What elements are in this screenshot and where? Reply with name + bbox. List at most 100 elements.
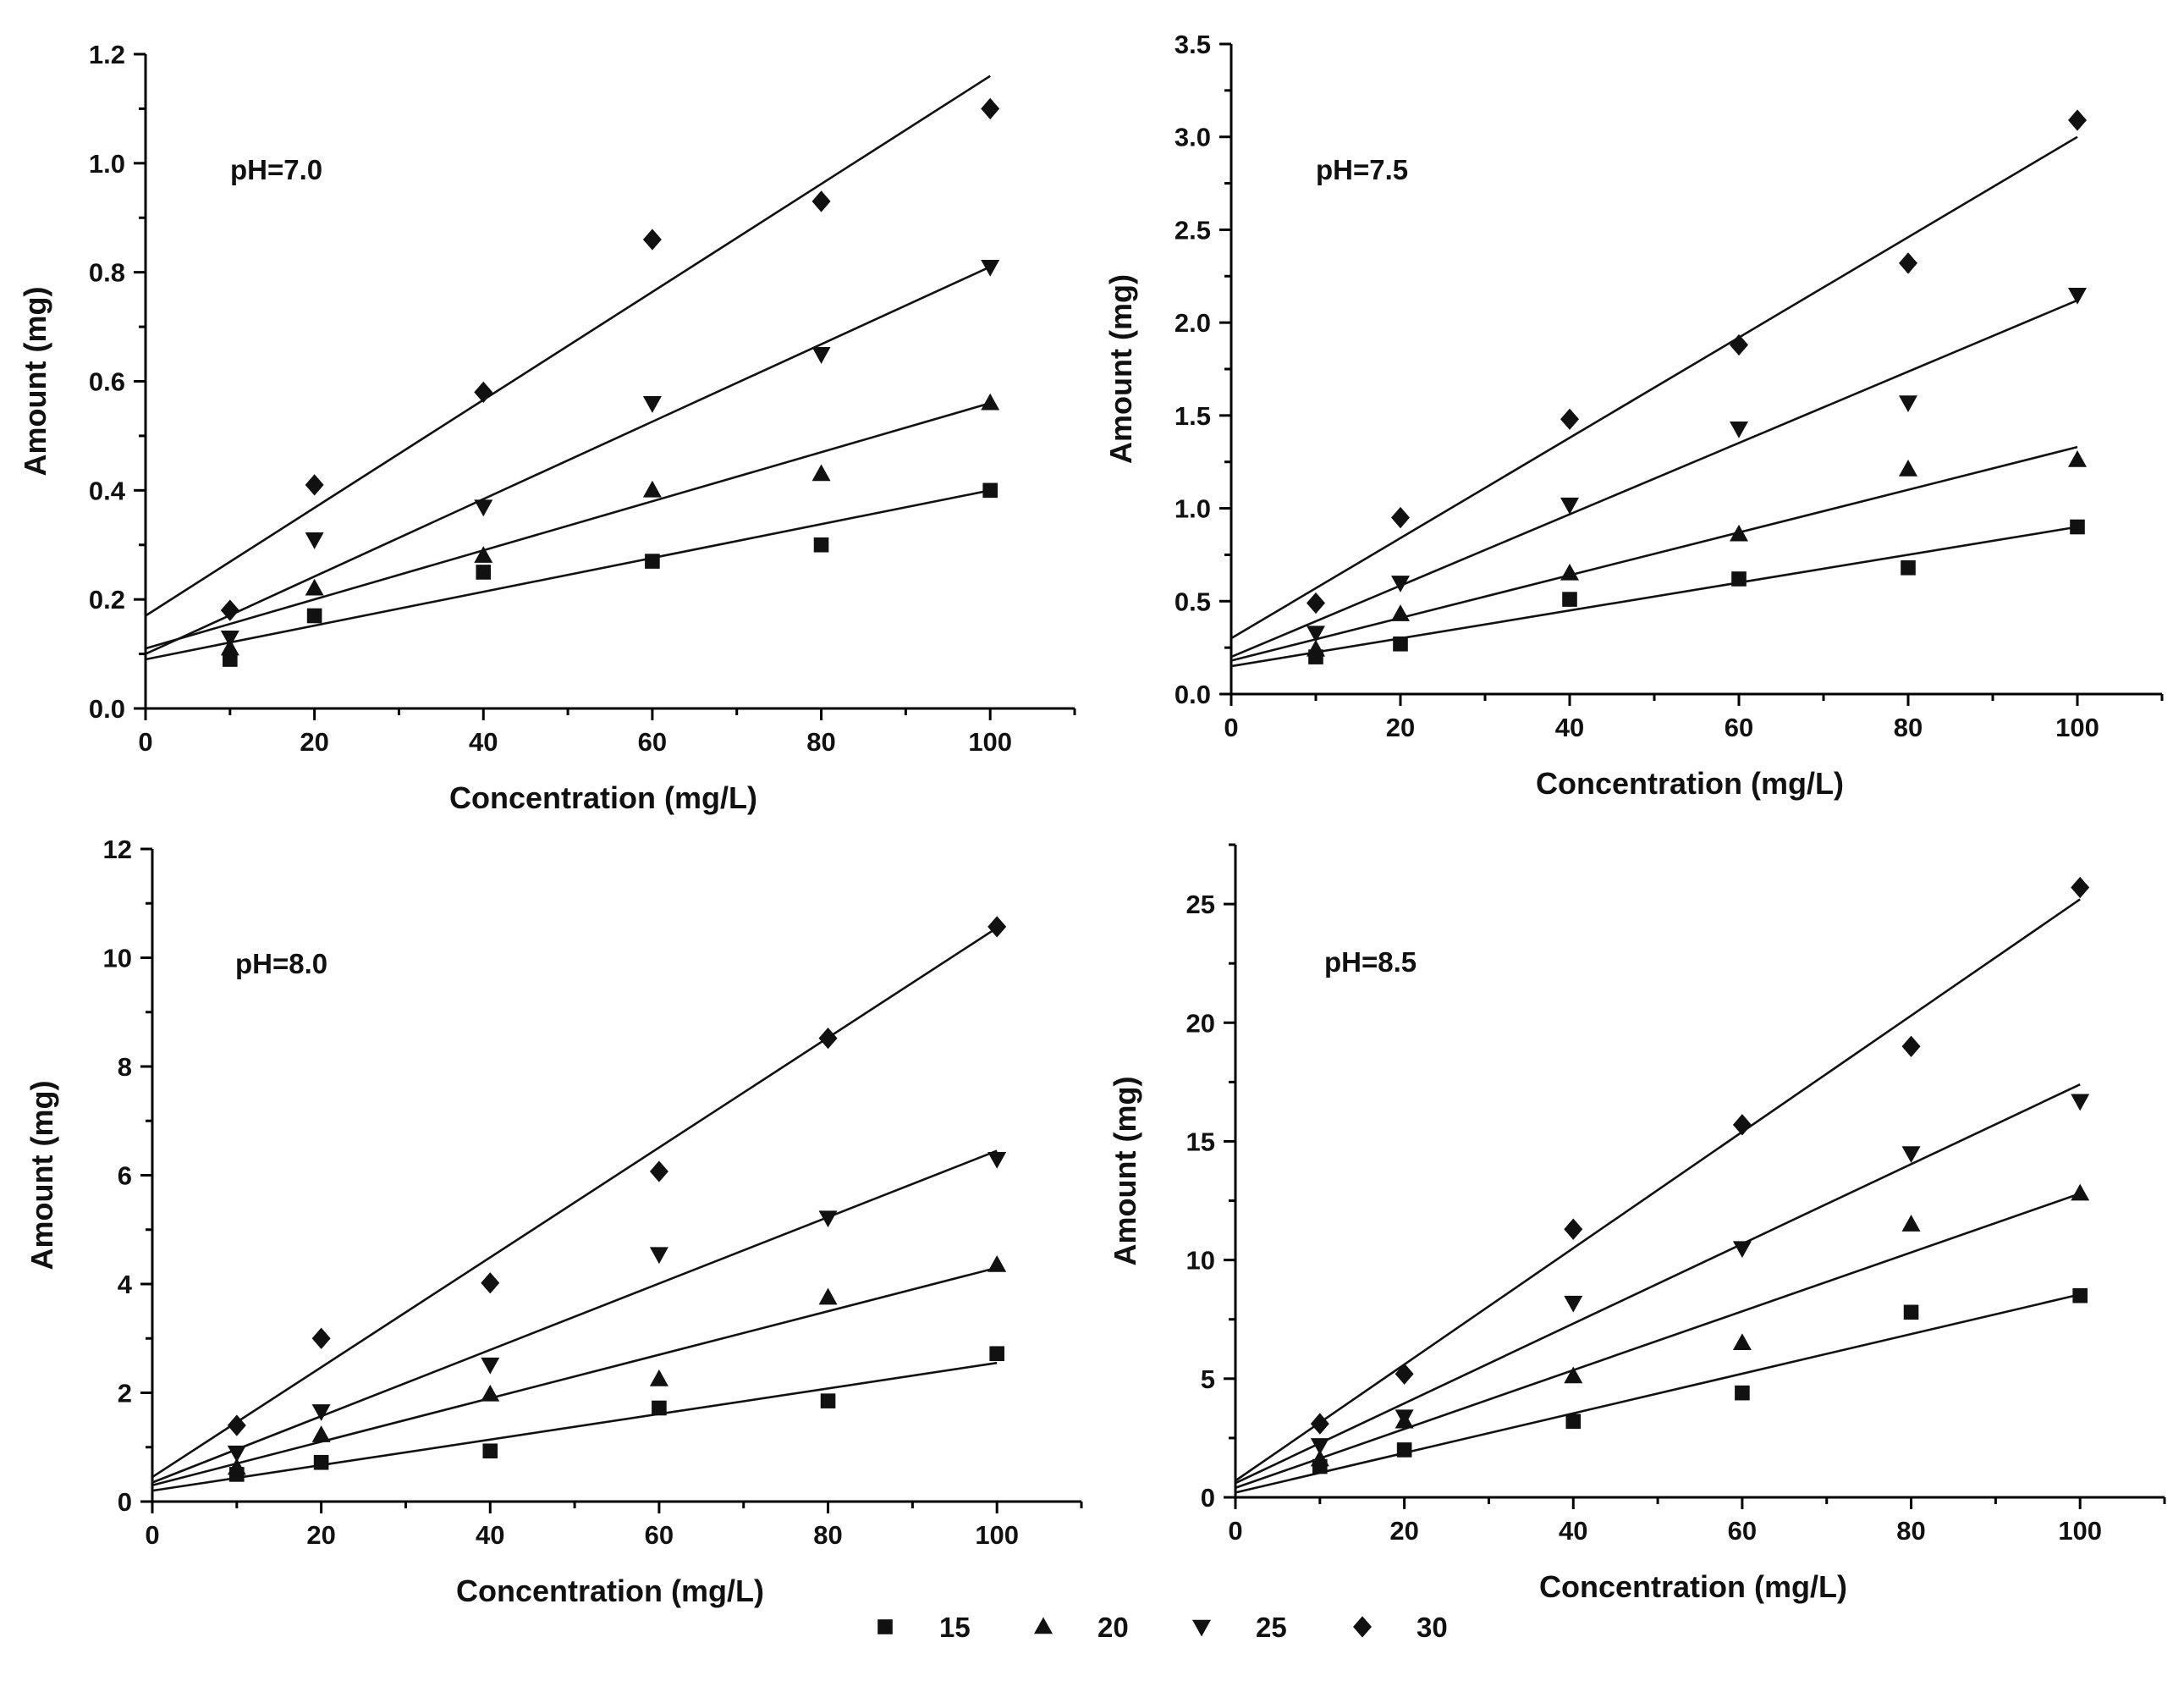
data-point-diamond <box>1730 333 1748 356</box>
y-tick-label: 0.2 <box>89 585 125 615</box>
chart-panel-ph-8-5: 0 20 40 60 80 100 0 5 10 15 20 25 Concentration (mg/… <box>1108 843 2166 1604</box>
data-point-triangle-down <box>2068 287 2087 305</box>
data-point-triangle-down <box>1395 1409 1414 1427</box>
fit-line-20 <box>145 402 991 650</box>
x-tick-label: 0 <box>1228 1516 1242 1546</box>
panel-label: pH=8.5 <box>1324 946 1417 978</box>
x-tick-label: 0 <box>1224 713 1238 742</box>
data-point-diamond <box>305 474 324 496</box>
data-point-square <box>2070 519 2085 535</box>
series-20 <box>1235 1183 2090 1490</box>
data-point-square <box>1396 1442 1412 1458</box>
legend-label: 25 <box>1256 1612 1287 1643</box>
data-point-diamond <box>1307 592 1325 615</box>
y-axis-title: Amount (mg) <box>18 287 52 477</box>
data-point-triangle-down <box>227 1445 246 1463</box>
legend-marker-square <box>877 1619 893 1634</box>
data-point-square <box>813 537 829 553</box>
x-tick-label: 60 <box>645 1520 674 1550</box>
y-tick-label: 10 <box>103 944 132 973</box>
data-point-square <box>482 1443 498 1459</box>
fit-line-20 <box>151 1266 998 1486</box>
y-tick-label: 4 <box>118 1270 133 1299</box>
series-20 <box>151 1254 1007 1486</box>
y-tick-label: 2.0 <box>1175 308 1211 338</box>
data-point-diamond <box>642 229 662 251</box>
data-point-triangle-up <box>2068 449 2087 467</box>
y-tick-label: 0 <box>118 1487 132 1517</box>
y-tick-label: 6 <box>118 1161 132 1191</box>
series-15 <box>1230 519 2085 668</box>
fit-line-15 <box>151 1361 998 1492</box>
data-point-diamond <box>1391 506 1410 529</box>
x-tick-label: 80 <box>1894 713 1923 742</box>
x-tick-label: 40 <box>1555 713 1584 742</box>
data-point-triangle-down <box>311 1404 331 1421</box>
fit-line-15 <box>1235 1293 2081 1494</box>
data-point-triangle-down <box>1310 1438 1329 1455</box>
data-point-triangle-up <box>1310 1449 1329 1467</box>
data-point-diamond <box>2071 876 2090 899</box>
chart-panel-ph-7-0: 0 20 40 60 80 100 0.0 0.2 0.4 0.6 0.8 1.0 1.2 Concent… <box>18 40 1076 815</box>
x-tick-label: 80 <box>813 1520 842 1550</box>
y-tick-label: 1.0 <box>89 149 125 179</box>
data-point-diamond <box>311 1327 331 1349</box>
data-point-square <box>476 565 492 580</box>
data-point-triangle-down <box>1307 626 1325 643</box>
data-point-triangle-up <box>1732 1333 1752 1351</box>
series-25 <box>145 259 1000 655</box>
y-tick-label: 3.5 <box>1175 30 1211 59</box>
y-tick-label: 12 <box>103 835 132 864</box>
data-point-triangle-down <box>481 1357 500 1375</box>
data-point-diamond <box>1564 1218 1583 1240</box>
data-point-triangle-up <box>818 1287 838 1305</box>
data-point-triangle-down <box>649 1247 668 1265</box>
y-tick-label: 0.4 <box>89 476 126 505</box>
data-point-triangle-up <box>1901 1215 1921 1232</box>
data-point-square <box>1393 636 1408 652</box>
fit-line-30 <box>1235 898 2081 1482</box>
x-tick-label: 20 <box>300 727 328 757</box>
panel-label: pH=7.5 <box>1316 154 1408 185</box>
fit-line-30 <box>145 74 991 617</box>
x-tick-label: 40 <box>476 1520 504 1550</box>
data-point-triangle-down <box>1560 497 1579 515</box>
data-point-triangle-up <box>481 1384 500 1402</box>
x-tick-label: 60 <box>638 727 667 757</box>
data-point-triangle-up <box>2071 1183 2090 1201</box>
series-25 <box>151 1149 1007 1484</box>
fit-line-25 <box>151 1149 998 1484</box>
data-point-triangle-up <box>1560 563 1579 581</box>
x-axis-title: Concentration (mg/L) <box>1539 1569 1847 1604</box>
y-tick-label: 0.0 <box>1175 680 1211 709</box>
data-point-triangle-up <box>1564 1366 1583 1384</box>
x-tick-label: 100 <box>2058 1516 2102 1546</box>
series-30 <box>145 74 1000 621</box>
data-point-diamond <box>981 97 1000 120</box>
legend: 15 20 25 30 <box>877 1612 1448 1643</box>
y-tick-label: 25 <box>1186 890 1215 919</box>
legend-item-20: 20 <box>1034 1612 1129 1643</box>
data-point-diamond <box>987 916 1007 938</box>
data-point-diamond <box>1901 1035 1921 1057</box>
data-point-square <box>982 482 998 499</box>
data-point-triangle-down <box>1730 421 1748 438</box>
x-tick-label: 20 <box>306 1520 335 1550</box>
data-point-triangle-up <box>1899 459 1917 477</box>
data-point-triangle-down <box>1732 1241 1752 1259</box>
data-point-triangle-up <box>1391 604 1410 621</box>
x-tick-label: 100 <box>2055 713 2099 742</box>
x-axis-title: Concentration (mg/L) <box>1536 766 1844 801</box>
series-25 <box>1235 1083 2090 1485</box>
legend-label: 15 <box>939 1612 971 1643</box>
data-point-triangle-down <box>981 259 1000 277</box>
panel-label: pH=7.0 <box>230 154 322 185</box>
y-tick-label: 2.5 <box>1175 215 1211 245</box>
x-axis-title: Concentration (mg/L) <box>456 1574 764 1608</box>
panel-label: pH=8.0 <box>235 948 327 979</box>
data-point-triangle-down <box>1899 395 1917 413</box>
x-tick-label: 0 <box>145 1520 159 1550</box>
data-point-triangle-up <box>1730 524 1748 542</box>
x-tick-label: 100 <box>975 1520 1019 1550</box>
data-point-triangle-up <box>642 480 662 498</box>
